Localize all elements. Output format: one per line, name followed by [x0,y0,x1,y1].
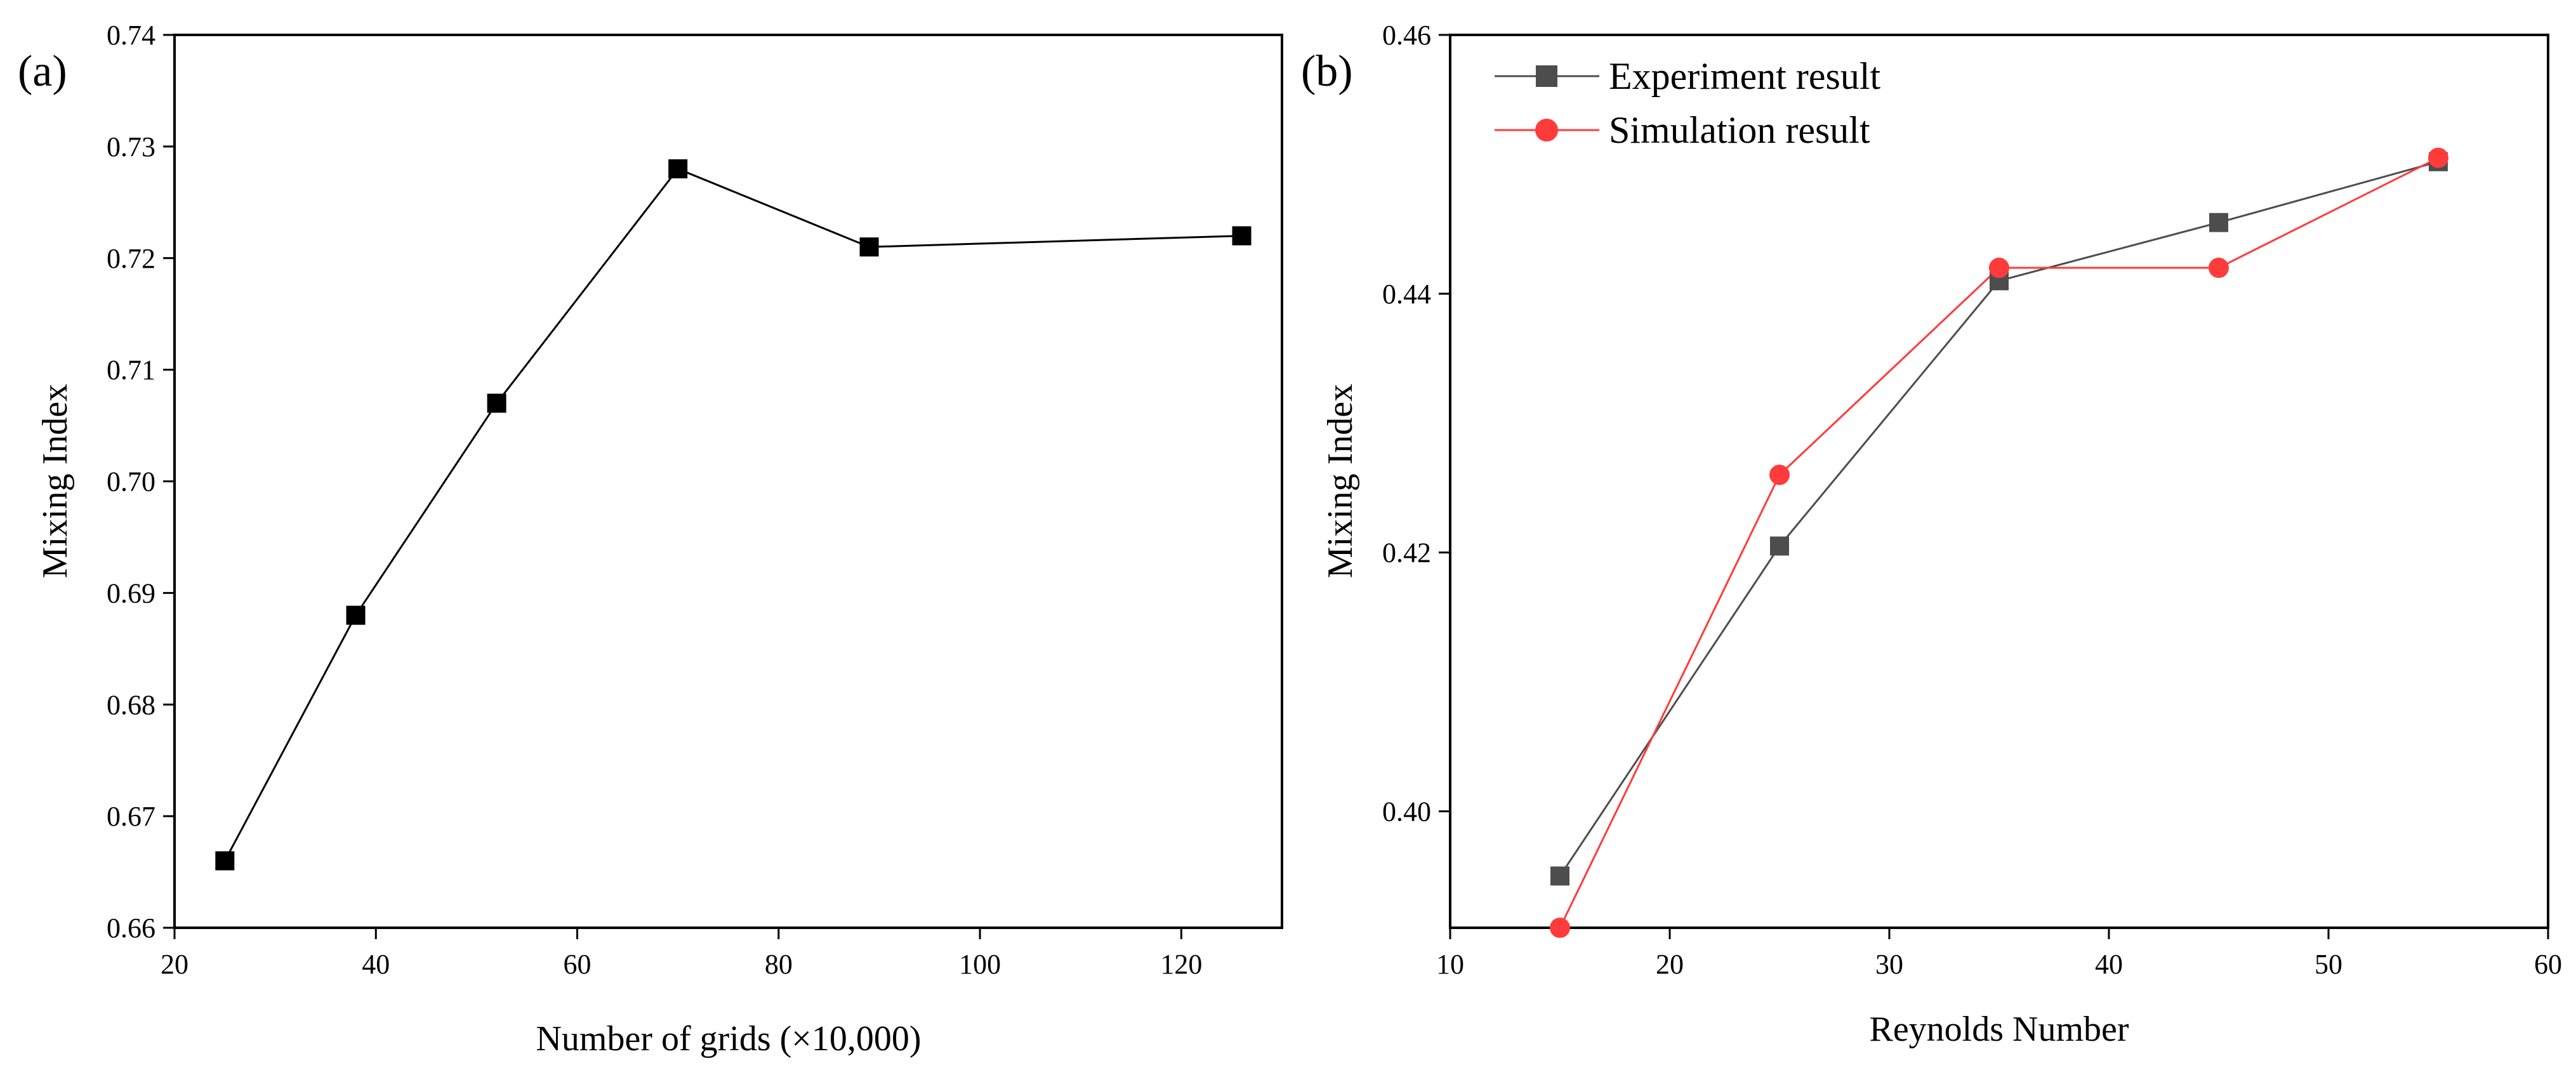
legend: Experiment result Simulation result [1495,55,1881,151]
x-tick-label: 60 [564,949,591,980]
data-point [2209,258,2229,279]
data-point [1770,536,1789,556]
x-tick-label: 50 [2315,949,2342,980]
x-tick-label: 120 [1160,949,1202,980]
data-point [215,851,235,871]
x-tick-label: 20 [1656,949,1684,980]
data-point [859,237,879,257]
y-tick-label: 0.67 [107,801,155,832]
legend-marker-simulation [1535,119,1558,142]
x-axis-title-b: Reynolds Number [1869,1010,2129,1049]
y-tick-label: 0.68 [107,689,155,720]
y-axis-title-b: Mixing Index [1321,384,1360,578]
data-point [668,159,688,179]
panel-label-b: (b) [1301,47,1353,96]
x-tick-label: 20 [161,949,188,980]
legend-label-simulation: Simulation result [1609,109,1870,151]
y-tick-label: 0.42 [1382,538,1431,569]
legend-marker-experiment [1536,65,1557,87]
x-tick-label: 60 [2534,949,2562,980]
y-axis-title-a: Mixing Index [36,384,75,578]
x-tick-label: 40 [2095,949,2123,980]
data-point [2209,213,2228,232]
x-ticks-b: 10 20 30 40 50 60 [1436,928,2562,980]
data-point [2428,147,2448,168]
y-tick-label: 0.66 [107,913,155,944]
x-tick-label: 10 [1436,949,1464,980]
y-tick-label: 0.73 [107,131,155,162]
series-line-mixing-index [223,168,1242,862]
y-ticks-a: 0.66 0.67 0.68 0.69 0.70 0.71 0.72 0.73 0.74 [107,20,175,944]
y-ticks-b: 0.40 0.42 0.44 0.46 [1382,20,1450,827]
chart-panel-a: (a) 20 40 60 80 100 120 0.660.670.680.690.700… [18,20,1283,1059]
data-point [1989,258,2009,279]
legend-entry-experiment: Experiment result [1495,55,1881,97]
y-tick-label: 0.70 [107,466,155,498]
y-tick-label: 0.72 [107,243,155,274]
y-tick-label: 0.71 [107,355,155,386]
data-point [1232,226,1252,246]
x-tick-label: 80 [765,949,793,980]
data-point [346,605,366,625]
x-tick-label: 40 [362,949,390,980]
legend-entry-simulation: Simulation result [1495,109,1870,151]
y-tick-label: 0.44 [1382,279,1431,310]
data-point [1769,465,1790,485]
x-ticks-a: 20 40 60 80 100 120 [161,928,1202,980]
y-tick-label: 0.74 [107,20,155,51]
x-axis-title-a: Number of grids (×10,000) [536,1019,921,1059]
y-tick-label: 0.46 [1382,20,1431,51]
y-tick-label: 0.40 [1382,796,1431,827]
data-point [1550,866,1569,886]
legend-label-experiment: Experiment result [1609,55,1881,97]
plot-frame-b [1449,34,2549,929]
data-point [1550,918,1570,938]
series-markers-a [215,159,1252,871]
plot-frame-a [173,34,1283,929]
data-point [487,393,506,413]
series-lines-a [223,168,1242,862]
x-tick-label: 30 [1875,949,1903,980]
y-tick-label: 0.69 [107,577,155,609]
series-markers-b [1550,147,2448,938]
x-tick-label: 100 [959,949,1001,980]
panel-label-a: (a) [18,47,67,96]
chart-panel-b: (b) 10 20 30 40 50 60 0.40 0.42 0.44 0.46 Reynol… [1301,20,2562,1049]
